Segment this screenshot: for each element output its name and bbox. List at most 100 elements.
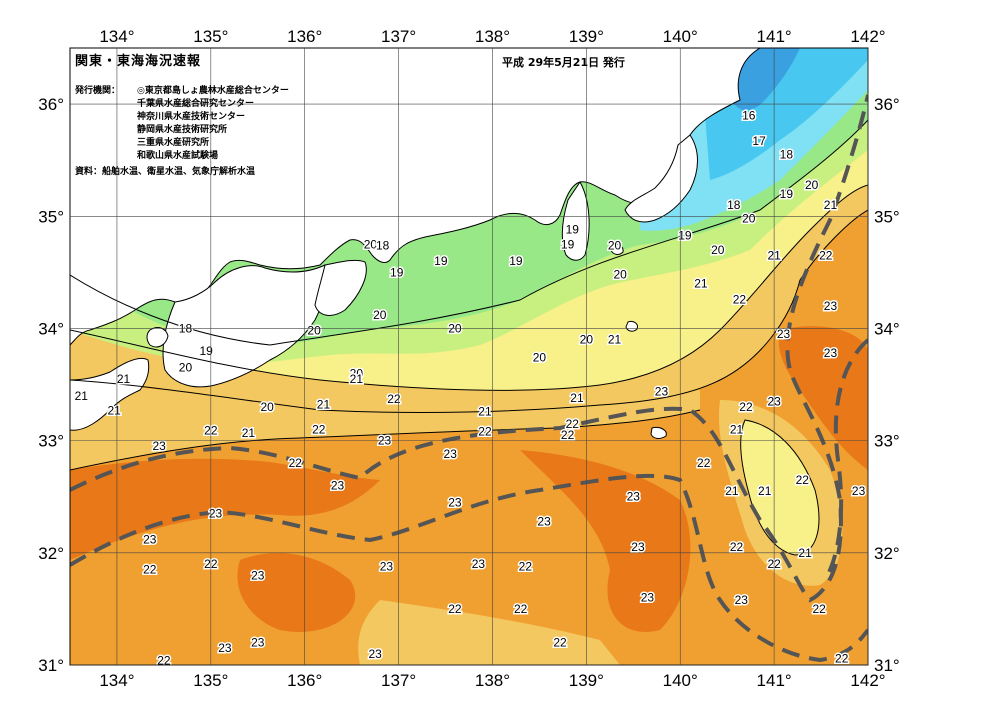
temperature-label: 17 <box>752 134 766 148</box>
longitude-label-bottom: 142° <box>850 671 885 690</box>
temperature-label: 21 <box>107 403 121 417</box>
latitude-label-left: 34° <box>38 319 64 338</box>
isotherm-lines <box>70 119 868 556</box>
longitude-label-bottom: 137° <box>381 671 416 690</box>
temperature-label: 23 <box>218 641 232 655</box>
temperature-label: 20 <box>533 351 547 365</box>
latitude-label-right: 31° <box>874 656 900 675</box>
temperature-label: 20 <box>179 361 193 375</box>
longitude-label-top: 134° <box>99 27 134 46</box>
temperature-label: 21 <box>824 198 838 212</box>
water-22-zone <box>358 600 620 665</box>
degree-labels: 134° 134° 135° 135° 136° 136° 137° 137° 138° 138°… <box>38 27 899 690</box>
temperature-label: 21 <box>75 389 89 403</box>
temperature-label: 18 <box>376 238 390 252</box>
water-24-zone <box>237 552 356 632</box>
issuer-item: 和歌山県水産試験場 <box>137 151 219 161</box>
land-hachijojima <box>650 427 667 439</box>
temperature-label: 21 <box>725 484 739 498</box>
issuer-item: 三重県水産研究所 <box>137 138 210 148</box>
land-awaji <box>146 327 169 348</box>
latitude-label-right: 36° <box>874 95 900 114</box>
longitude-label-top: 136° <box>287 27 322 46</box>
latitude-label-right: 34° <box>874 319 900 338</box>
temperature-label: 22 <box>553 636 567 650</box>
temperature-label: 23 <box>472 557 486 571</box>
graticule <box>70 48 869 666</box>
temperature-label: 21 <box>117 372 131 386</box>
temperature-label: 20 <box>373 308 387 322</box>
latitude-label-left: 32° <box>38 544 64 563</box>
temperature-label: 22 <box>730 540 744 554</box>
temperature-label: 22 <box>566 417 580 431</box>
temperature-label: 22 <box>819 249 833 263</box>
latitude-label-right: 32° <box>874 544 900 563</box>
temperature-label: 23 <box>852 484 866 498</box>
temperature-label: 20 <box>307 324 321 338</box>
temperature-label: 19 <box>566 223 580 237</box>
temperature-label: 23 <box>153 439 167 453</box>
land-shikoku <box>70 357 150 431</box>
temperature-label: 20 <box>613 268 627 282</box>
latitude-label-right: 35° <box>874 207 900 226</box>
data-source: 資料：船舶水温、衛星水温、気象庁解析水温 <box>75 167 256 177</box>
temperature-label: 23 <box>444 447 458 461</box>
temperature-label: 20 <box>711 243 725 257</box>
issuer-item: ◎東京都島しょ農林水産総合センター <box>137 86 289 96</box>
issuer-item: 神奈川県水産技術センター <box>137 112 246 122</box>
kuroshio-axis <box>70 94 868 663</box>
temperature-label: 21 <box>758 484 772 498</box>
temperature-label: 19 <box>678 228 692 242</box>
temperature-label: 19 <box>561 237 575 251</box>
temperature-label: 22 <box>143 563 157 577</box>
temperature-label: 22 <box>387 392 401 406</box>
temperature-label: 22 <box>519 559 533 573</box>
temperature-label: 23 <box>824 299 838 313</box>
map-title: 関東・東海海況速報 <box>75 54 202 69</box>
longitude-label-top: 139° <box>569 27 604 46</box>
temperature-label: 22 <box>289 456 303 470</box>
water-24-zone <box>778 326 868 470</box>
temperature-label: 23 <box>537 514 551 528</box>
issuer-item: 千葉県水産総合研究センター <box>137 99 255 109</box>
longitude-label-bottom: 139° <box>569 671 604 690</box>
temperature-label: 23 <box>143 532 157 546</box>
issue-date: 平成 29年5月21日 発行 <box>502 56 625 69</box>
temperature-label: 23 <box>777 327 791 341</box>
water-24-zone <box>520 450 691 632</box>
temperature-label: 23 <box>655 384 669 398</box>
temperature-label: 22 <box>739 400 753 414</box>
temperature-label: 22 <box>796 473 810 487</box>
issuers-label: 発行機関： <box>75 86 121 96</box>
land-boso-peninsula <box>624 134 698 223</box>
temperature-label: 18 <box>780 148 794 162</box>
water-21-zone <box>740 420 819 555</box>
temperature-label: 21 <box>694 277 708 291</box>
land-niijima <box>625 321 638 332</box>
temperature-label: 19 <box>434 254 448 268</box>
longitude-label-bottom: 141° <box>757 671 792 690</box>
temperature-label: 23 <box>251 636 265 650</box>
issuer-item: 静岡県水産技術研究所 <box>137 125 228 135</box>
latitude-label-left: 33° <box>38 432 64 451</box>
longitude-label-top: 135° <box>193 27 228 46</box>
temperature-label: 20 <box>608 238 622 252</box>
temperature-label: 23 <box>331 479 345 493</box>
longitude-label-bottom: 135° <box>193 671 228 690</box>
latitude-label-left: 35° <box>38 207 64 226</box>
longitude-label-top: 137° <box>381 27 416 46</box>
temperature-label: 20 <box>742 212 756 226</box>
temperature-label: 22 <box>561 428 575 442</box>
temperature-label: 22 <box>813 602 827 616</box>
temperature-label: 22 <box>733 292 747 306</box>
temperature-label: 23 <box>368 647 382 661</box>
temperature-label: 22 <box>157 654 171 668</box>
temperature-label: 19 <box>780 187 794 201</box>
longitude-label-top: 142° <box>850 27 885 46</box>
temperature-label: 16 <box>742 108 756 122</box>
temperature-label: 19 <box>509 254 523 268</box>
temperature-label: 21 <box>608 333 622 347</box>
land-ise-shima <box>314 259 367 316</box>
